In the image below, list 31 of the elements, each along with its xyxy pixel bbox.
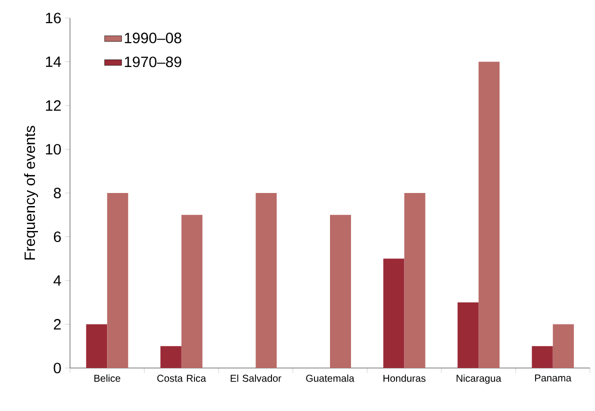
x-tick-label: Belice [94,374,120,382]
y-tick-label: 10 [46,144,61,155]
y-tick-label: 0 [54,362,61,374]
legend-label: 1970–89 [124,56,182,68]
y-tick-label: 6 [54,231,61,242]
y-tick-label: 12 [46,100,61,111]
bar [478,62,500,368]
bar [404,193,426,368]
y-tick-label: 8 [54,188,61,198]
y-tick-label: 16 [46,12,61,24]
bar [256,193,277,368]
bar [532,346,553,368]
x-tick-label: Guatemala [306,374,354,382]
y-tick-label: 2 [54,319,61,330]
x-tick-label: Costa Rica [157,374,206,382]
x-tick-label: Panama [535,374,572,382]
bar [86,324,108,368]
x-tick-label: El Salvador [230,374,282,382]
x-tick-label: Honduras [384,374,426,382]
bar [160,346,182,368]
y-tick-label: 14 [46,56,62,67]
x-tick-label: Nicaragua [456,374,502,384]
y-axis-title: Frequency of events [24,126,38,260]
bar [107,193,128,368]
bar [458,302,479,368]
bar [383,258,404,368]
bar [181,214,202,368]
bar [552,324,574,368]
legend-label: 1990–08 [124,32,182,44]
bar [330,214,351,368]
y-tick-label: 4 [54,275,62,286]
